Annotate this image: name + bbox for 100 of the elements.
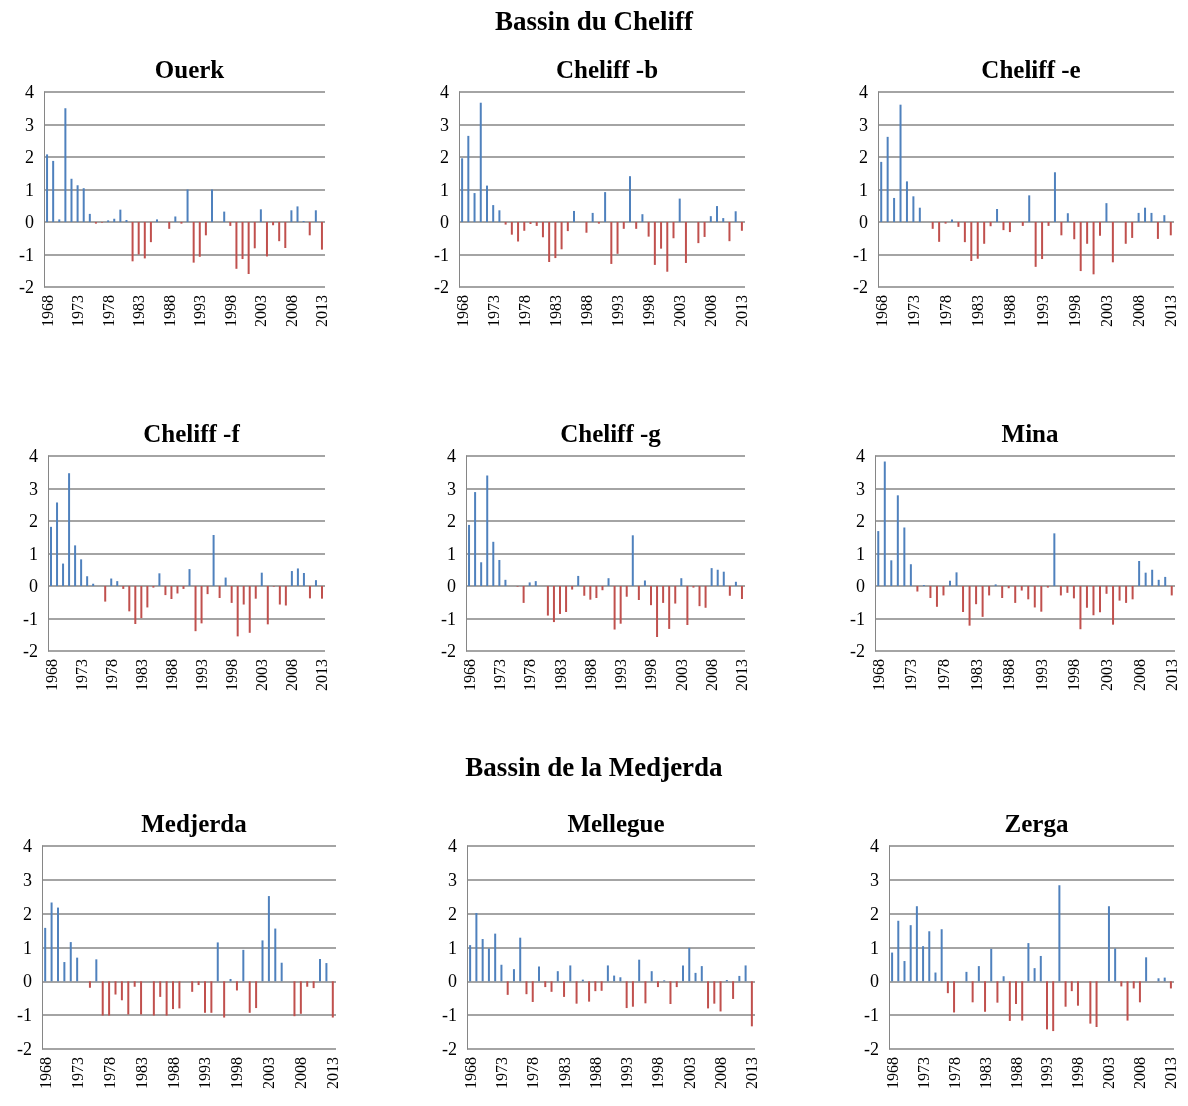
bar (675, 981, 678, 988)
bar (1144, 572, 1147, 586)
bar (1020, 586, 1023, 591)
y-tick-label: 4 (447, 446, 456, 466)
bar (224, 577, 227, 586)
x-tick-label: 2003 (260, 1057, 278, 1089)
x-tick-label: 2013 (1162, 295, 1180, 327)
bar (996, 981, 999, 1003)
bar (1027, 943, 1030, 982)
bar (1131, 586, 1134, 600)
bar (312, 981, 315, 989)
bar (644, 981, 647, 1004)
bar (235, 222, 238, 269)
bar (577, 575, 580, 586)
bar (716, 569, 719, 586)
y-tick-label: 0 (23, 971, 32, 992)
bar (601, 586, 604, 591)
y-tick-label: 3 (448, 869, 457, 890)
bar (680, 578, 683, 586)
bar (247, 222, 250, 274)
y-tick-label: 1 (440, 179, 449, 200)
bar (70, 178, 73, 222)
x-tick-label: 1978 (99, 295, 117, 327)
bar (46, 154, 49, 222)
bar (649, 586, 652, 606)
bar (1124, 222, 1127, 244)
y-tick-label: -2 (441, 641, 456, 661)
bar (550, 981, 553, 992)
bar (682, 965, 684, 982)
bar (968, 586, 971, 626)
bar (492, 541, 495, 586)
bar (50, 902, 53, 982)
x-tick-label: 1968 (453, 295, 471, 327)
bar (613, 586, 616, 630)
x-tick-label: 1983 (555, 1057, 573, 1089)
bar (52, 160, 55, 222)
y-tick-label: 4 (448, 836, 457, 856)
bar (504, 222, 507, 225)
x-tick-label: 1988 (577, 295, 595, 327)
x-tick-label: 2013 (1163, 659, 1181, 691)
y-tick-label: 0 (448, 971, 457, 992)
y-tick-label: -2 (864, 1039, 879, 1059)
x-tick-label: 1998 (221, 295, 239, 327)
bar (971, 981, 974, 1003)
bar (732, 981, 735, 999)
bar (143, 222, 146, 259)
bar (265, 222, 268, 257)
y-tick-label: 1 (448, 937, 457, 958)
x-tick-label: 1993 (609, 295, 627, 327)
x-tick-label: 1993 (193, 659, 211, 691)
chart-title: Cheliff -b (555, 56, 659, 83)
bar (235, 981, 238, 991)
bar (149, 222, 152, 243)
bar (131, 222, 134, 262)
x-tick-label: 1988 (1000, 659, 1018, 691)
x-tick-label: 2003 (672, 659, 690, 691)
bar (198, 222, 201, 257)
bar (647, 222, 650, 237)
bar (1039, 955, 1042, 982)
y-tick-label: -2 (850, 641, 865, 661)
bar (325, 963, 328, 982)
y-tick-label: 1 (856, 543, 865, 564)
x-tick-label: 2008 (703, 659, 721, 691)
bar (468, 524, 471, 586)
bar (638, 959, 641, 982)
bar (883, 461, 886, 586)
x-tick-label: 1973 (72, 659, 90, 691)
bar (1112, 586, 1115, 625)
bar (1163, 215, 1166, 222)
bar (1105, 586, 1108, 594)
bar (522, 586, 525, 603)
x-tick-label: 1993 (196, 1057, 214, 1089)
y-tick-label: 3 (23, 869, 32, 890)
bar (156, 219, 159, 222)
bar (1125, 586, 1128, 603)
bar (988, 586, 991, 596)
x-tick-label: 2008 (292, 1057, 310, 1089)
bar (1040, 586, 1043, 612)
y-tick-label: 1 (447, 543, 456, 564)
bar (1053, 533, 1056, 586)
bar (528, 582, 531, 586)
x-tick-label: 1968 (42, 659, 60, 691)
x-tick-label: 1998 (1065, 295, 1083, 327)
bar (1076, 981, 1079, 1006)
bar (308, 586, 311, 599)
bar (314, 210, 317, 222)
y-tick-label: -1 (853, 244, 868, 265)
x-tick-label: 1993 (1038, 1057, 1056, 1089)
bar (643, 580, 646, 586)
bar (164, 586, 167, 596)
bar (656, 586, 659, 638)
bar (1137, 212, 1140, 222)
bar (1008, 222, 1011, 233)
bar (928, 931, 931, 982)
y-tick-label: 0 (859, 212, 868, 232)
y-tick-label: 4 (856, 446, 865, 466)
bar (1045, 981, 1048, 1030)
bar (68, 473, 71, 586)
bar (525, 981, 528, 995)
bar (662, 586, 665, 603)
